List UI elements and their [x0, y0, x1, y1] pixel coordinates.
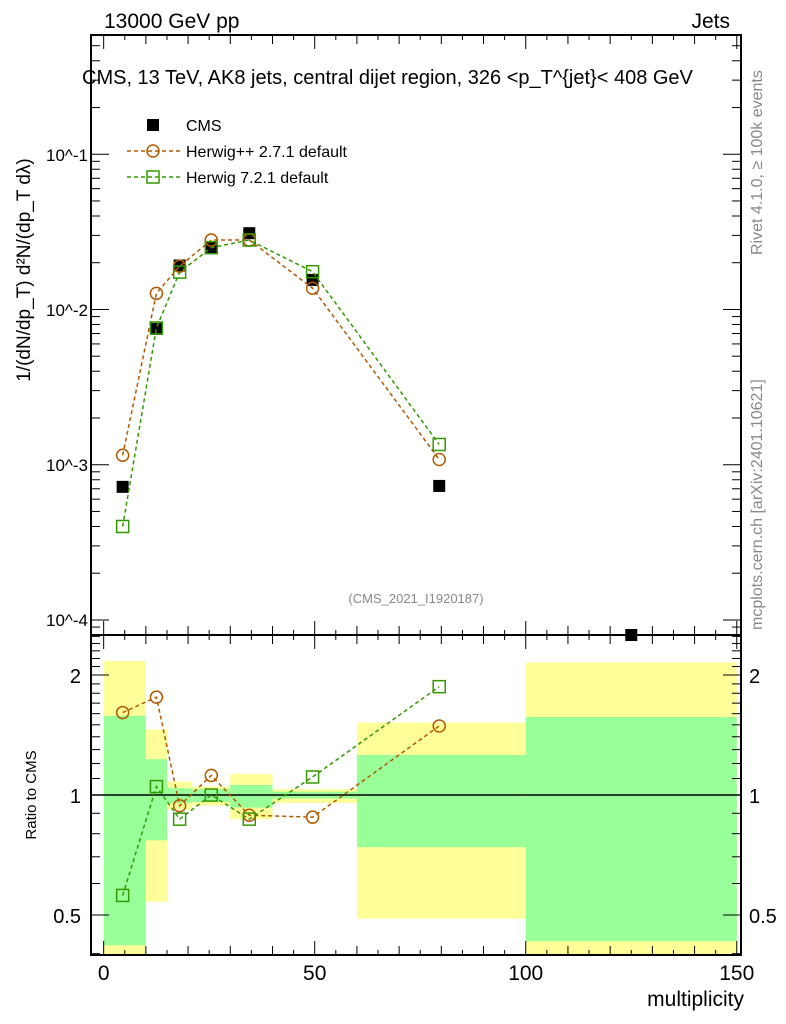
- y-tick-label-right: 1: [749, 786, 760, 808]
- mcplots-label: mcplots.cern.ch [arXiv:2401.10621]: [749, 379, 766, 630]
- ratio-herwigpp-point: [172, 799, 187, 813]
- ratio-herwig7-point: [172, 812, 187, 826]
- herwigpp-point: [432, 452, 446, 467]
- ratio-herwig7-line: [121, 686, 440, 896]
- ratio-herwigpp-point: [204, 768, 219, 783]
- y-tick-label-left: 0.5: [53, 906, 81, 928]
- herwigpp-line: [121, 239, 440, 460]
- herwigpp-point: [305, 281, 320, 295]
- cms-point: [433, 479, 446, 492]
- y-tick-label-left: 2: [70, 666, 81, 688]
- herwig7-point: [115, 519, 130, 534]
- herwig7-line: [121, 239, 440, 527]
- ratio-herwig7-point: [149, 779, 164, 794]
- top-y-tick-labels: 10^-1 10^-2 10^-3 10^-4: [46, 146, 88, 630]
- x-tick-label: 100: [508, 962, 543, 985]
- herwig7-point: [242, 233, 257, 247]
- herwig7-point: [305, 264, 320, 279]
- y-tick-label-1e-1: 10^-1: [46, 146, 88, 165]
- cms-point: [243, 227, 256, 240]
- ratio-herwig7-point: [242, 812, 257, 826]
- band-green: [145, 759, 167, 841]
- y-tick-label-1e-2: 10^-2: [46, 301, 88, 320]
- ratio-herwigpp-point: [432, 719, 446, 733]
- legend: CMS Herwig++ 2.7.1 default Herwig 7.2.1 …: [186, 118, 348, 187]
- chart-title: CMS, 13 TeV, AK8 jets, central dijet reg…: [82, 67, 694, 89]
- herwigpp-point: [204, 233, 219, 247]
- legend-marker-cms: [147, 119, 159, 131]
- band-green: [525, 716, 737, 942]
- x-tick-label: 0: [98, 962, 110, 985]
- ratio-herwigpp-point: [149, 690, 164, 704]
- rivet-label: Rivet 4.1.0, ≥ 100k events: [749, 70, 766, 255]
- y-tick-label-right: 0.5: [749, 906, 777, 928]
- x-axis-label: multiplicity: [647, 988, 744, 1011]
- top-y-axis-label: 1/(dN/dp_T) d²N/(dp_T dλ): [14, 158, 35, 382]
- herwig7-point: [432, 437, 446, 452]
- ratio-herwigpp-line: [122, 696, 440, 818]
- herwig7-point: [149, 321, 164, 335]
- y-tick-label-left: 1: [70, 786, 81, 808]
- ratio-herwigpp-point: [115, 705, 130, 720]
- band-green: [230, 784, 273, 808]
- ratio-herwigpp-point: [305, 810, 320, 824]
- band-green: [103, 715, 146, 946]
- ratio-herwig7-point: [432, 679, 446, 694]
- ratio-herwig7-point: [115, 888, 130, 903]
- herwigpp-point: [149, 286, 164, 301]
- y-tick-label-right: 2: [749, 666, 760, 688]
- herwig7-point: [172, 265, 187, 279]
- cms-point: [625, 629, 638, 641]
- y-tick-label-1e-3: 10^-3: [46, 456, 88, 475]
- y-tick-label-1e-4: 10^-4: [46, 611, 88, 630]
- legend-marker-herwigpp: [146, 144, 160, 158]
- herwigpp-point: [115, 448, 130, 463]
- cms-point: [150, 322, 163, 335]
- ratio-y-axis-label: Ratio to CMS: [23, 750, 40, 839]
- band-green: [356, 755, 526, 848]
- legend-marker-herwig7: [146, 170, 160, 184]
- legend-label-herwig7: Herwig 7.2.1 default: [186, 170, 329, 187]
- analysis-watermark: (CMS_2021_I1920187): [348, 591, 483, 606]
- x-tick-label: 50: [303, 962, 326, 985]
- cms-point: [116, 480, 129, 493]
- legend-label-cms: CMS: [186, 118, 222, 135]
- herwig7-point: [204, 240, 219, 255]
- legend-label-herwigpp: Herwig++ 2.7.1 default: [186, 144, 348, 161]
- ratio-herwig7-point: [305, 770, 320, 784]
- header-left: 13000 GeV pp: [104, 10, 239, 33]
- ratio-herwig7-point: [204, 788, 219, 802]
- header-right: Jets: [691, 10, 730, 33]
- x-tick-label: 150: [719, 962, 754, 985]
